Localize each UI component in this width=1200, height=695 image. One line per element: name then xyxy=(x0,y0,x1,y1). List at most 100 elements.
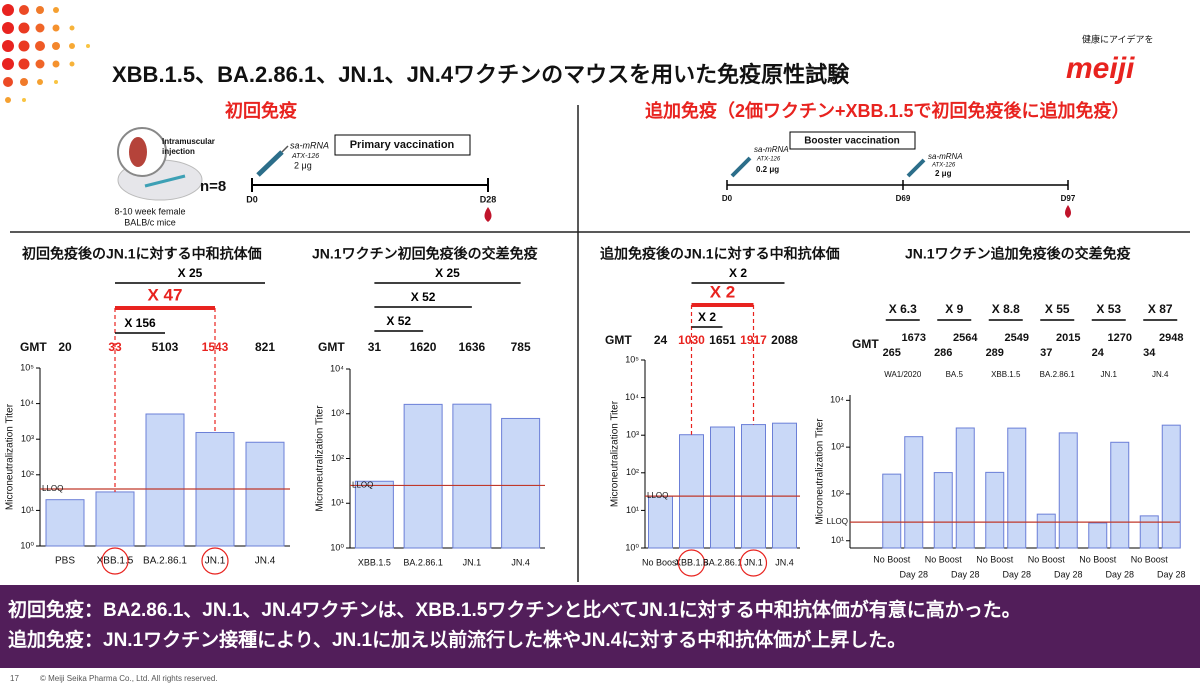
chart-title: JN.1ワクチン追加免疫後の交差免疫 xyxy=(905,246,1131,262)
conclusion: 追加免疫：JN.1ワクチン接種により、JN.1に加え以前流行した株やJN.4に対… xyxy=(8,628,906,651)
tagline: 健康にアイデアを xyxy=(1082,33,1154,44)
x-tick-label: No Boost xyxy=(925,554,963,564)
highlight-circle xyxy=(739,549,768,577)
fold-label: X 9 xyxy=(945,302,963,316)
y-tick-label: 10⁰ xyxy=(330,542,344,552)
bar xyxy=(452,403,492,549)
fold-label: X 55 xyxy=(1045,302,1070,316)
value-label: 1270 xyxy=(1108,332,1132,344)
bar xyxy=(1036,513,1056,549)
value-label: 24 xyxy=(654,333,668,347)
x-tick-label: XBB.1.5 xyxy=(97,556,134,567)
value-label: 289 xyxy=(986,347,1004,359)
value-label: 2948 xyxy=(1159,332,1183,344)
y-tick-label: 10¹ xyxy=(331,498,344,508)
schema-text: sa-mRNA xyxy=(290,140,329,150)
x-tick-label: Day 28 xyxy=(1105,569,1134,579)
gmt-label: GMT xyxy=(318,340,345,354)
bar xyxy=(679,434,704,549)
bar xyxy=(904,436,924,549)
section-heading: 初回免疫 xyxy=(225,100,297,121)
value-label: 2088 xyxy=(771,333,798,347)
x-tick-label: No Boost xyxy=(976,554,1014,564)
bar xyxy=(245,441,285,547)
comparison-label: X 52 xyxy=(411,290,436,304)
bar xyxy=(933,472,953,549)
mouse-illustration xyxy=(117,127,203,201)
conclusion-band xyxy=(0,585,1200,668)
highlight-circle xyxy=(677,549,706,577)
schema-text: sa-mRNA xyxy=(754,145,789,154)
value-label: 24 xyxy=(1092,347,1105,359)
group-label: JN.1 xyxy=(1101,370,1118,379)
x-tick-label: JN.4 xyxy=(775,557,794,567)
group-label: JN.4 xyxy=(1152,370,1169,379)
schema-box xyxy=(334,134,471,156)
comparison-label: X 25 xyxy=(435,266,460,280)
x-tick-label: No Boost xyxy=(1079,554,1117,564)
comparison-label: X 25 xyxy=(178,266,203,280)
bar xyxy=(710,426,735,549)
blood-drop xyxy=(484,207,492,222)
bar xyxy=(1007,427,1027,549)
comparison-label: X 2 xyxy=(729,266,747,280)
fold-label: X 8.8 xyxy=(992,302,1020,316)
bar xyxy=(45,499,85,547)
value-label: 2015 xyxy=(1056,332,1080,344)
comparison-label: X 52 xyxy=(386,314,411,328)
schema-text: ATX-126 xyxy=(931,163,956,169)
schema-text: 0.2 μg xyxy=(756,165,779,174)
schema-text: 2 μg xyxy=(935,169,952,178)
y-axis-title: Microneutralization Titer xyxy=(610,400,621,507)
comparison-label: X 2 xyxy=(698,310,716,324)
y-tick-label: 10⁴ xyxy=(330,363,344,373)
syringe xyxy=(730,156,926,178)
x-tick-label: No Boost xyxy=(873,554,911,564)
y-tick-label: 10⁵ xyxy=(625,354,639,364)
bar xyxy=(1161,424,1181,549)
y-tick-label: 10² xyxy=(21,469,34,479)
bar xyxy=(501,417,541,549)
y-tick-label: 10¹ xyxy=(831,535,844,545)
bar xyxy=(1058,432,1078,549)
x-tick-label: Day 28 xyxy=(899,569,928,579)
y-tick-label: 10⁰ xyxy=(20,540,34,550)
gmt-label: GMT xyxy=(605,333,632,347)
chart-title: 追加免疫後のJN.1に対する中和抗体価 xyxy=(600,246,840,262)
schema-text: injection xyxy=(162,147,195,156)
bar xyxy=(882,473,902,549)
fold-label: X 53 xyxy=(1096,302,1121,316)
y-axis-title: Microneutralization Titer xyxy=(815,418,826,525)
value-label: 1651 xyxy=(709,333,736,347)
schema-text: D28 xyxy=(480,194,497,204)
x-tick-label: PBS xyxy=(55,556,75,567)
schema-text: ATX-126 xyxy=(291,153,319,160)
syringe xyxy=(256,145,289,177)
y-tick-label: 10⁴ xyxy=(625,392,639,402)
y-tick-label: 10³ xyxy=(831,442,844,452)
y-tick-label: 10² xyxy=(331,453,344,463)
schema-text: BALB/c mice xyxy=(124,217,176,227)
chart-title: JN.1ワクチン初回免疫後の交差免疫 xyxy=(312,246,538,262)
chart-title: 初回免疫後のJN.1に対する中和抗体価 xyxy=(22,246,262,262)
schema-text: 2 μg xyxy=(294,160,312,170)
comparison-label: X 47 xyxy=(148,285,183,304)
schema-text: 8-10 week female xyxy=(114,206,185,216)
value-label: 785 xyxy=(511,340,531,354)
copyright: © Meiji Seika Pharma Co., Ltd. All right… xyxy=(40,674,218,683)
value-label: 1636 xyxy=(459,340,486,354)
lloq-label: LLOQ xyxy=(827,517,848,526)
x-tick-label: JN.1 xyxy=(205,556,226,567)
y-tick-label: 10⁴ xyxy=(830,395,844,405)
x-tick-label: XBB.1.5 xyxy=(675,557,708,567)
schema-text: D0 xyxy=(246,194,258,204)
value-label: 286 xyxy=(934,347,952,359)
y-tick-label: 10¹ xyxy=(21,505,34,515)
bar xyxy=(95,491,135,547)
value-label: 1620 xyxy=(410,340,437,354)
x-tick-label: No Boost xyxy=(642,557,680,567)
x-tick-label: JN.1 xyxy=(463,557,482,567)
blood-drop xyxy=(1065,205,1071,218)
bar xyxy=(145,413,185,547)
